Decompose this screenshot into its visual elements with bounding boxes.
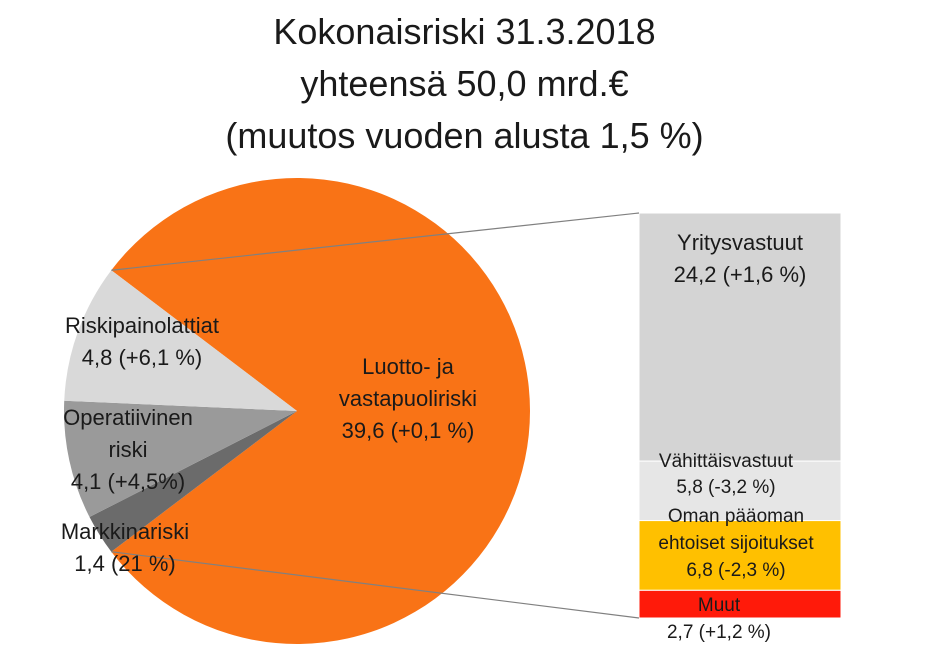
bar-label-line: 24,2 (+1,6 %): [674, 262, 807, 287]
connector-line-bottom: [111, 551, 640, 619]
pie-slice-riskipainolattiat: [64, 270, 297, 411]
bar-label-line: Muut: [698, 595, 741, 616]
bar-label-line: Vähittäisvastuut: [659, 451, 794, 472]
bar-label-muut: Muut 2,7 (+1,2 %): [667, 595, 771, 643]
connector-line-top: [111, 212, 640, 271]
bar-label-vahittaisvastuut: Vähittäisvastuut 5,8 (-3,2 %): [659, 451, 794, 498]
pie-slice-markkinariski: [89, 411, 297, 552]
breakdown-bar-group: [638, 212, 842, 619]
pie-label-line: 39,6 (+0,1 %): [342, 418, 475, 443]
bar-label-yritysvastuut: Yritysvastuut 24,2 (+1,6 %): [674, 230, 807, 287]
title-line-2: yhteensä 50,0 mrd.€: [300, 63, 629, 104]
pie-label-line: 4,1 (+4,5%): [71, 469, 185, 494]
pie-label-markkinariski: Markkinariski 1,4 (21 %): [61, 519, 189, 576]
pie-label-line: vastapuoliriski: [339, 386, 477, 411]
bar-segment-yritysvastuut: [638, 212, 842, 462]
bar-label-oman-paaoman-ehtoiset-sijoitukset: Oman pääoman ehtoiset sijoitukset 6,8 (-2,…: [658, 506, 814, 581]
pie-label-line: 4,8 (+6,1 %): [82, 345, 202, 370]
bar-label-line: ehtoiset sijoitukset: [658, 533, 814, 554]
pie-label-line: Operatiivinen: [63, 405, 193, 430]
bar-label-line: Oman pääoman: [668, 506, 804, 527]
pie-label-line: Markkinariski: [61, 519, 189, 544]
pie-label-line: Luotto- ja: [362, 354, 454, 379]
chart-title: Kokonaisriski 31.3.2018 yhteensä 50,0 mr…: [0, 6, 929, 162]
connector-lines: [111, 212, 640, 619]
bar-segment-oman-paaoman-ehtoiset-sijoitukset: [638, 520, 842, 591]
title-line-3: (muutos vuoden alusta 1,5 %): [225, 115, 704, 156]
bar-segment-muut: [638, 589, 842, 619]
bar-label-line: Yritysvastuut: [677, 230, 803, 255]
pie-label-line: Riskipainolattiat: [65, 313, 219, 338]
pie-slice-operatiivinen-riski: [64, 400, 297, 517]
pie-label-luotto-ja-vastapuoliriski: Luotto- ja vastapuoliriski 39,6 (+0,1 %): [339, 354, 477, 443]
bar-label-line: 5,8 (-3,2 %): [676, 477, 775, 498]
bar-label-line: 6,8 (-2,3 %): [686, 560, 785, 581]
title-line-1: Kokonaisriski 31.3.2018: [273, 11, 656, 52]
pie-label-line: 1,4 (21 %): [74, 551, 176, 576]
pie-group: [64, 177, 531, 644]
pie-label-riskipainolattiat: Riskipainolattiat 4,8 (+6,1 %): [65, 313, 219, 370]
pie-label-operatiivinen-riski: Operatiivinen riski 4,1 (+4,5%): [63, 405, 193, 494]
bar-label-line: 2,7 (+1,2 %): [667, 622, 771, 643]
label-group: Luotto- ja vastapuoliriski 39,6 (+0,1 %) Ma…: [61, 230, 815, 643]
pie-label-line: riski: [108, 437, 147, 462]
pie-slice-luotto-ja-vastapuoliriski: [111, 177, 531, 644]
